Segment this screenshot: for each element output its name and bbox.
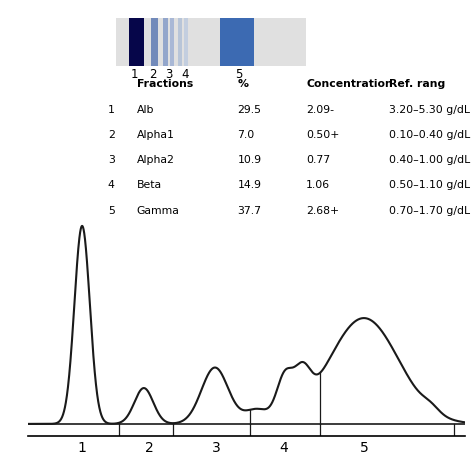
Text: Alpha1: Alpha1 — [137, 130, 174, 140]
Text: 29.5: 29.5 — [237, 105, 262, 115]
Bar — [170, 18, 174, 66]
Text: 0.77: 0.77 — [306, 155, 330, 165]
Bar — [163, 18, 168, 66]
Text: 0.50–1.10 g/dL: 0.50–1.10 g/dL — [389, 180, 470, 191]
Text: 0.40–1.00 g/dL: 0.40–1.00 g/dL — [389, 155, 470, 165]
Text: 7.0: 7.0 — [237, 130, 255, 140]
Bar — [178, 18, 182, 66]
Text: 3: 3 — [108, 155, 115, 165]
Text: Ref. rang: Ref. rang — [389, 79, 445, 89]
Text: 0.10–0.40 g/dL: 0.10–0.40 g/dL — [389, 130, 470, 140]
Text: 2.68+: 2.68+ — [306, 206, 339, 216]
Text: Beta: Beta — [137, 180, 162, 191]
Text: 0.50+: 0.50+ — [306, 130, 339, 140]
Text: 1: 1 — [108, 105, 115, 115]
Text: 3.20–5.30 g/dL: 3.20–5.30 g/dL — [389, 105, 470, 115]
Text: Gamma: Gamma — [137, 206, 180, 216]
Text: Concentration: Concentration — [306, 79, 393, 89]
Bar — [151, 18, 158, 66]
Bar — [129, 18, 144, 66]
Text: Alpha2: Alpha2 — [137, 155, 174, 165]
Text: 4: 4 — [182, 69, 189, 81]
Text: 10.9: 10.9 — [237, 155, 262, 165]
Text: 14.9: 14.9 — [237, 180, 262, 191]
Text: 37.7: 37.7 — [237, 206, 262, 216]
Text: 1.06: 1.06 — [306, 180, 330, 191]
Text: %: % — [237, 79, 248, 89]
Text: 0.70–1.70 g/dL: 0.70–1.70 g/dL — [389, 206, 470, 216]
Text: 5: 5 — [235, 69, 242, 81]
Text: Alb: Alb — [137, 105, 154, 115]
Bar — [184, 18, 188, 66]
Text: 4: 4 — [108, 180, 115, 191]
Text: 3: 3 — [165, 69, 173, 81]
Text: 2: 2 — [108, 130, 115, 140]
Text: 5: 5 — [108, 206, 115, 216]
Text: 2.09-: 2.09- — [306, 105, 334, 115]
Bar — [220, 18, 254, 66]
Text: 2: 2 — [149, 69, 157, 81]
Text: 1: 1 — [130, 69, 138, 81]
Text: Fractions: Fractions — [137, 79, 193, 89]
